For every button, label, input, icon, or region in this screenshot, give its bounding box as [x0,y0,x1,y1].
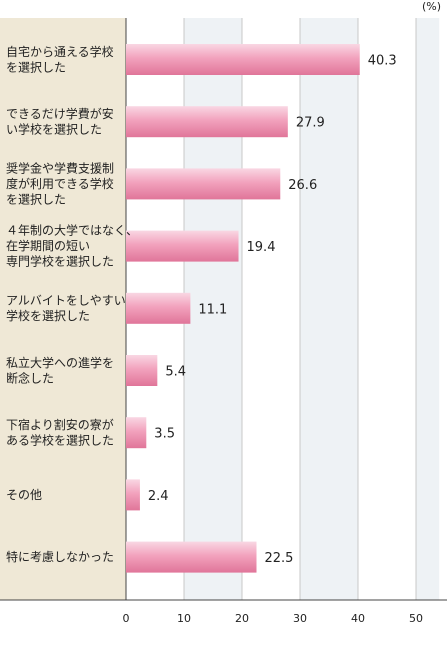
category-label: ４年制の大学ではなく、在学期間の短い専門学校を選択した [6,223,138,269]
value-label: 5.4 [165,365,186,380]
bar [126,292,191,324]
value-label: 27.9 [296,116,325,131]
x-axis-ticks: 0 10 20 30 40 50 [123,612,424,625]
category-label: できるだけ学費が安い学校を選択した [6,106,114,137]
value-label: 2.4 [148,489,169,504]
x-tick-label: 30 [293,612,307,625]
x-tick-label: 40 [351,612,365,625]
category-label: アルバイトをしやすい学校を選択した [6,294,126,324]
label-panel [0,18,126,600]
grid-band [300,18,358,600]
bar [126,479,140,511]
unit-label: (%) [422,0,441,13]
bars [126,44,360,573]
value-label: 26.6 [288,178,317,193]
grid-band [358,18,416,600]
value-label: 22.5 [265,551,294,566]
category-label: 特に考慮しなかった [6,549,114,564]
bar [126,355,158,386]
bar [126,106,288,138]
category-label: 私立大学への進学を断念した [6,355,114,386]
x-tick-label: 10 [177,612,191,625]
bar [126,541,257,573]
category-label: その他 [6,488,42,502]
bar [126,168,281,200]
category-label: 奨学金や学費支援制度が利用できる学校を選択した [6,160,114,206]
value-label: 40.3 [368,54,397,69]
x-tick-label: 0 [123,612,130,625]
value-label: 19.4 [247,240,276,255]
x-tick-label: 50 [409,612,423,625]
category-label: 下宿より割安の寮がある学校を選択した [6,417,114,448]
category-label: 自宅から通える学校を選択した [6,44,114,75]
grid-band [416,18,440,600]
bar [126,44,360,75]
x-tick-label: 20 [235,612,249,625]
grid-band [242,18,300,600]
value-label: 3.5 [154,427,175,442]
value-labels: 40.3 27.9 26.6 19.4 11.1 5.4 3.5 2.4 22.5 [148,54,397,567]
value-label: 11.1 [198,302,227,317]
bar [126,230,239,262]
category-labels: 自宅から通える学校を選択したできるだけ学費が安い学校を選択した奨学金や学費支援制… [6,44,138,564]
bar [126,417,147,449]
